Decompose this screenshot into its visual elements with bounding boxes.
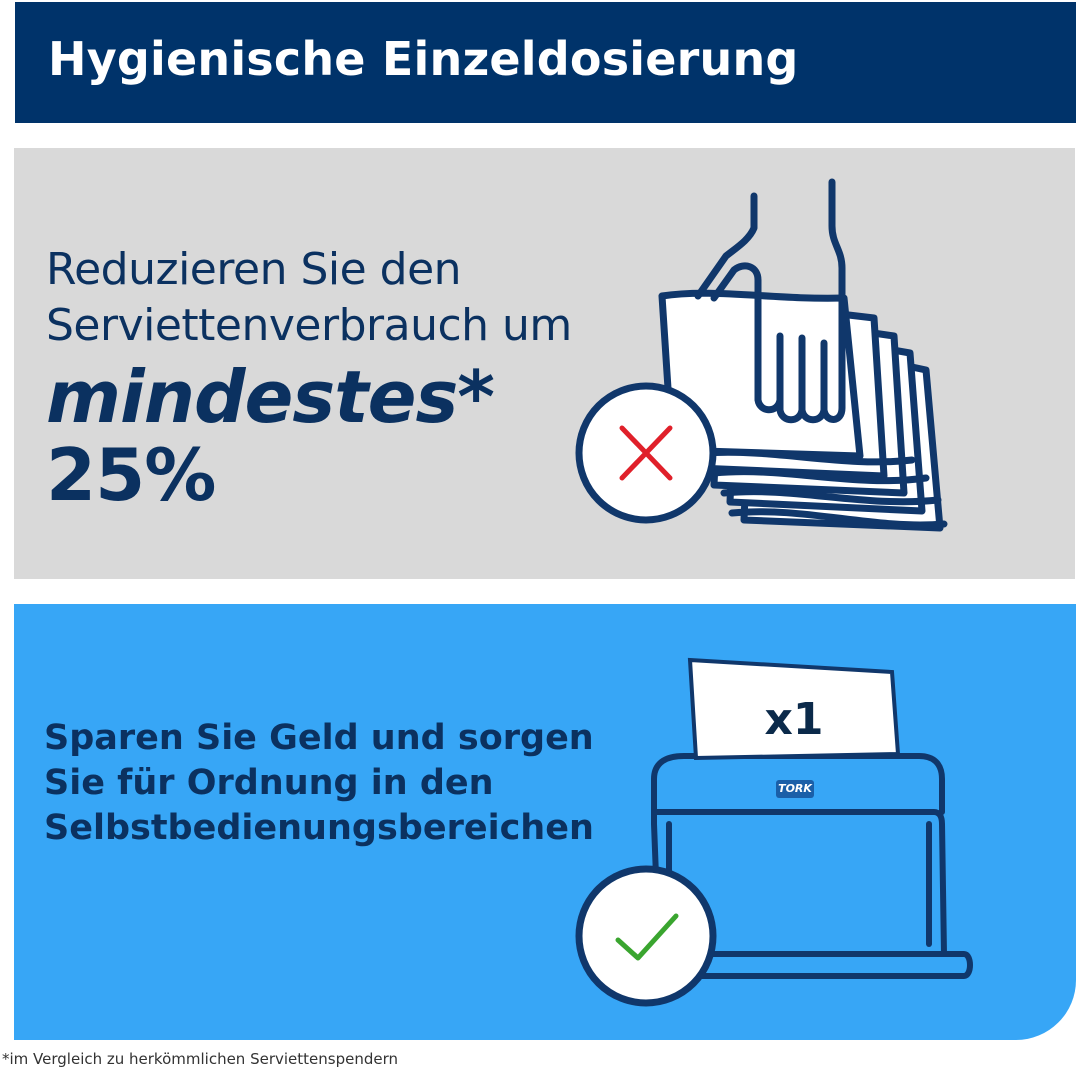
footnote: *im Vergleich zu herkömmlichen Serviette… [2,1050,398,1068]
reduction-emphasis: mindestes* [46,355,495,439]
header-banner: Hygienische Einzeldosierung [15,2,1076,123]
check-icon [615,913,679,961]
savings-panel: Sparen Sie Geld und sorgen Sie für Ordnu… [14,604,1076,1040]
savings-line-2: Sie für Ordnung in den [44,763,494,803]
savings-line-1: Sparen Sie Geld und sorgen [44,718,594,758]
reduction-line-2: Serviettenverbrauch um [46,300,572,351]
savings-line-3: Selbstbedienungsbereichen [44,808,594,848]
reduction-panel: Reduzieren Sie den Serviettenverbrauch u… [14,148,1075,579]
napkin-stack-illustration [575,178,948,532]
reduction-text: Reduzieren Sie den Serviettenverbrauch u… [46,242,572,514]
napkin-count-label: x1 [764,694,824,745]
napkin-sheet [687,657,901,761]
page-title: Hygienische Einzeldosierung [48,32,799,86]
tork-logo: TORK [778,782,812,795]
reduction-line-1: Reduzieren Sie den [46,244,462,295]
savings-text: Sparen Sie Geld und sorgen Sie für Ordnu… [44,716,594,851]
cross-badge [575,382,717,524]
reduction-percent: 25% [46,433,216,517]
check-badge [575,865,717,1007]
